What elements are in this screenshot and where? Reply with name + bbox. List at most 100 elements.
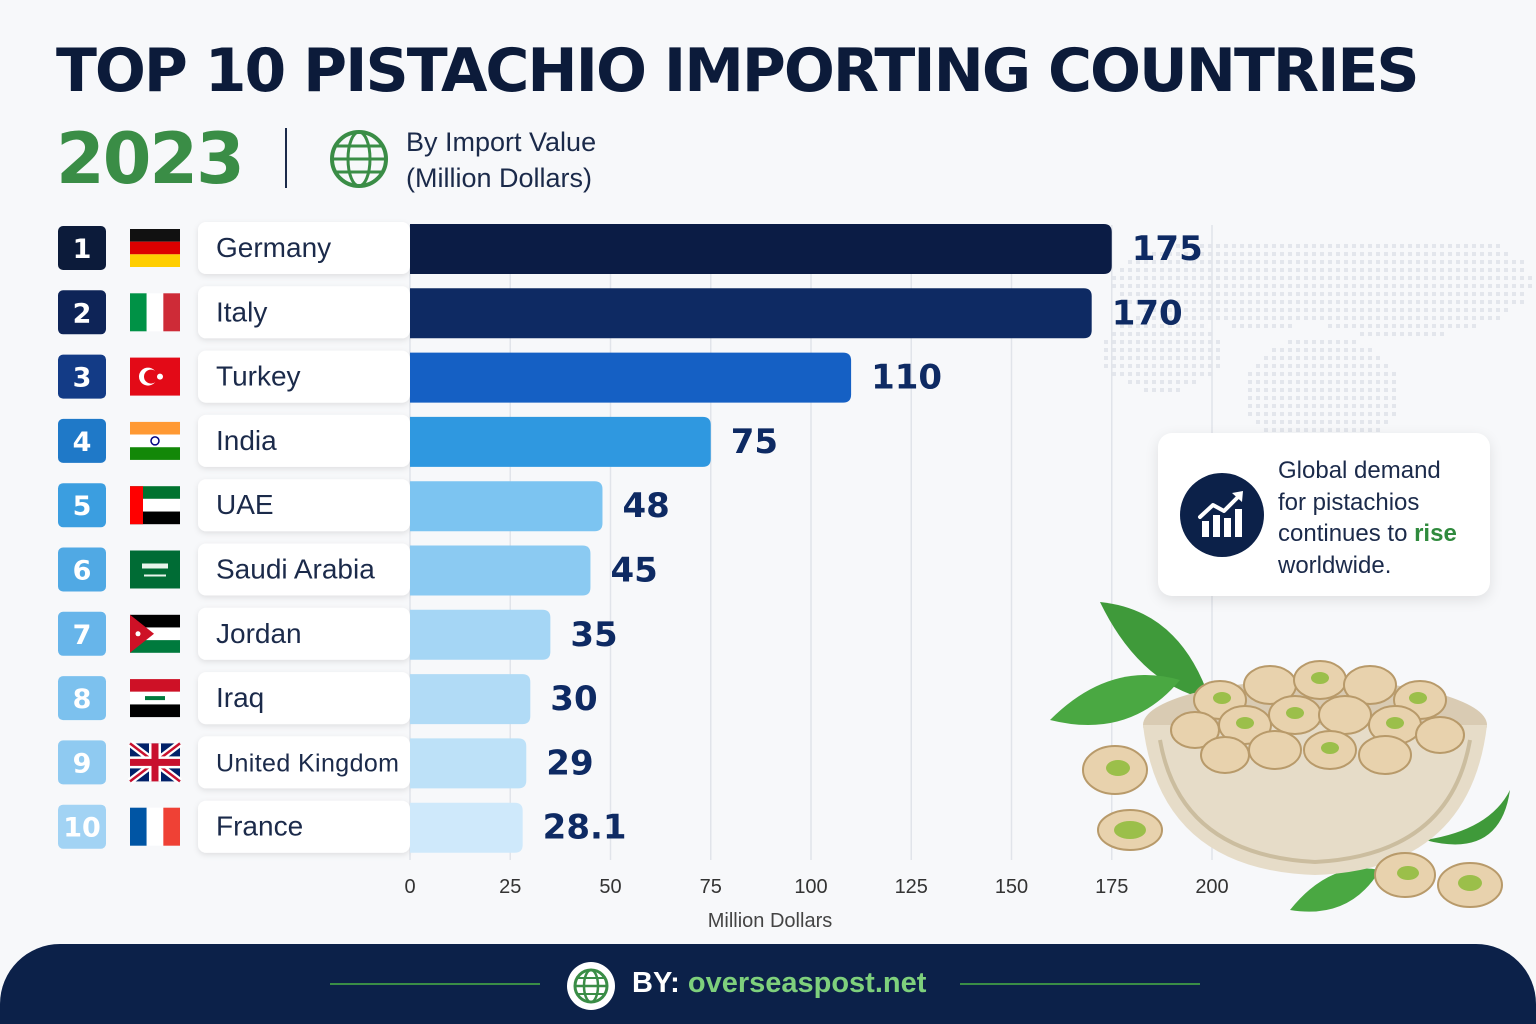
map-dot <box>1424 316 1428 320</box>
map-dot <box>1264 260 1268 264</box>
value-label: 28.1 <box>543 808 627 848</box>
rank-badge: 2 <box>58 290 106 335</box>
map-dot <box>1296 372 1300 376</box>
map-dot <box>1440 300 1444 304</box>
map-dot <box>1400 276 1404 280</box>
map-dot <box>1352 412 1356 416</box>
map-dot <box>1272 404 1276 408</box>
rank-badge: 6 <box>58 547 106 592</box>
map-dot <box>1240 300 1244 304</box>
map-dot <box>1232 244 1236 248</box>
map-dot <box>1464 244 1468 248</box>
map-dot <box>1384 276 1388 280</box>
map-dot <box>1288 396 1292 400</box>
map-dot <box>1136 300 1140 304</box>
map-dot <box>1376 308 1380 312</box>
map-dot <box>1216 284 1220 288</box>
map-dot <box>1296 268 1300 272</box>
x-tick-label: 100 <box>794 876 827 898</box>
map-dot <box>1304 420 1308 424</box>
map-dot <box>1296 260 1300 264</box>
map-dot <box>1408 300 1412 304</box>
footer-by-label: BY: <box>632 967 680 999</box>
footer-credit[interactable]: BY: overseaspost.net <box>632 967 926 1000</box>
map-dot <box>1184 332 1188 336</box>
map-dot <box>1264 252 1268 256</box>
map-dot <box>1184 300 1188 304</box>
map-dot <box>1184 244 1188 248</box>
map-dot <box>1440 244 1444 248</box>
map-dot <box>1376 260 1380 264</box>
map-dot <box>1360 316 1364 320</box>
map-dot <box>1128 348 1132 352</box>
map-dot <box>1384 244 1388 248</box>
map-dot <box>1240 260 1244 264</box>
map-dot <box>1256 260 1260 264</box>
map-dot <box>1416 332 1420 336</box>
map-dot <box>1392 244 1396 248</box>
map-dot <box>1168 284 1172 288</box>
map-dot <box>1296 284 1300 288</box>
map-dot <box>1152 324 1156 328</box>
flag-india-icon <box>130 421 180 460</box>
flag-italy-icon <box>130 293 180 332</box>
map-dot <box>1416 268 1420 272</box>
map-dot <box>1176 300 1180 304</box>
footer-site-link[interactable]: overseaspost.net <box>687 967 927 999</box>
map-dot <box>1192 372 1196 376</box>
trend-up-icon <box>1180 473 1264 557</box>
map-dot <box>1416 300 1420 304</box>
map-dot <box>1200 268 1204 272</box>
map-dot <box>1448 292 1452 296</box>
map-dot <box>1344 308 1348 312</box>
map-dot <box>1376 388 1380 392</box>
map-dot <box>1272 372 1276 376</box>
map-dot <box>1288 372 1292 376</box>
category-label: Turkey <box>216 361 301 392</box>
bar <box>410 288 1092 339</box>
map-dot <box>1400 316 1404 320</box>
category-label: Germany <box>216 232 331 263</box>
map-dot <box>1336 372 1340 376</box>
map-dot <box>1304 380 1308 384</box>
map-dot <box>1176 332 1180 336</box>
chart-year: 2023 <box>56 118 245 200</box>
map-dot <box>1504 268 1508 272</box>
map-dot <box>1336 380 1340 384</box>
map-dot <box>1368 396 1372 400</box>
country-card <box>198 350 410 403</box>
map-dot <box>1200 324 1204 328</box>
map-dot <box>1280 316 1284 320</box>
map-dot <box>1128 260 1132 264</box>
map-dot <box>1496 300 1500 304</box>
map-dot <box>1272 420 1276 424</box>
map-dot <box>1504 292 1508 296</box>
map-dot <box>1328 420 1332 424</box>
map-dot <box>1208 284 1212 288</box>
map-dot <box>1296 308 1300 312</box>
map-dot <box>1312 388 1316 392</box>
map-dot <box>1272 396 1276 400</box>
map-dot <box>1160 284 1164 288</box>
rank-badge: 4 <box>58 418 106 463</box>
map-dot <box>1432 244 1436 248</box>
map-dot <box>1304 340 1308 344</box>
map-dot <box>1264 324 1268 328</box>
map-dot <box>1200 348 1204 352</box>
map-dot <box>1320 292 1324 296</box>
map-dot <box>1504 308 1508 312</box>
map-dot <box>1312 300 1316 304</box>
map-dot <box>1320 428 1324 432</box>
bar <box>410 674 531 725</box>
map-dot <box>1136 356 1140 360</box>
map-dot <box>1328 372 1332 376</box>
map-dot <box>1384 404 1388 408</box>
value-label: 110 <box>871 358 942 398</box>
map-dot <box>1288 388 1292 392</box>
map-dot <box>1304 252 1308 256</box>
map-dot <box>1376 396 1380 400</box>
value-label: 45 <box>610 551 657 591</box>
map-dot <box>1184 308 1188 312</box>
map-dot <box>1368 268 1372 272</box>
map-dot <box>1440 252 1444 256</box>
